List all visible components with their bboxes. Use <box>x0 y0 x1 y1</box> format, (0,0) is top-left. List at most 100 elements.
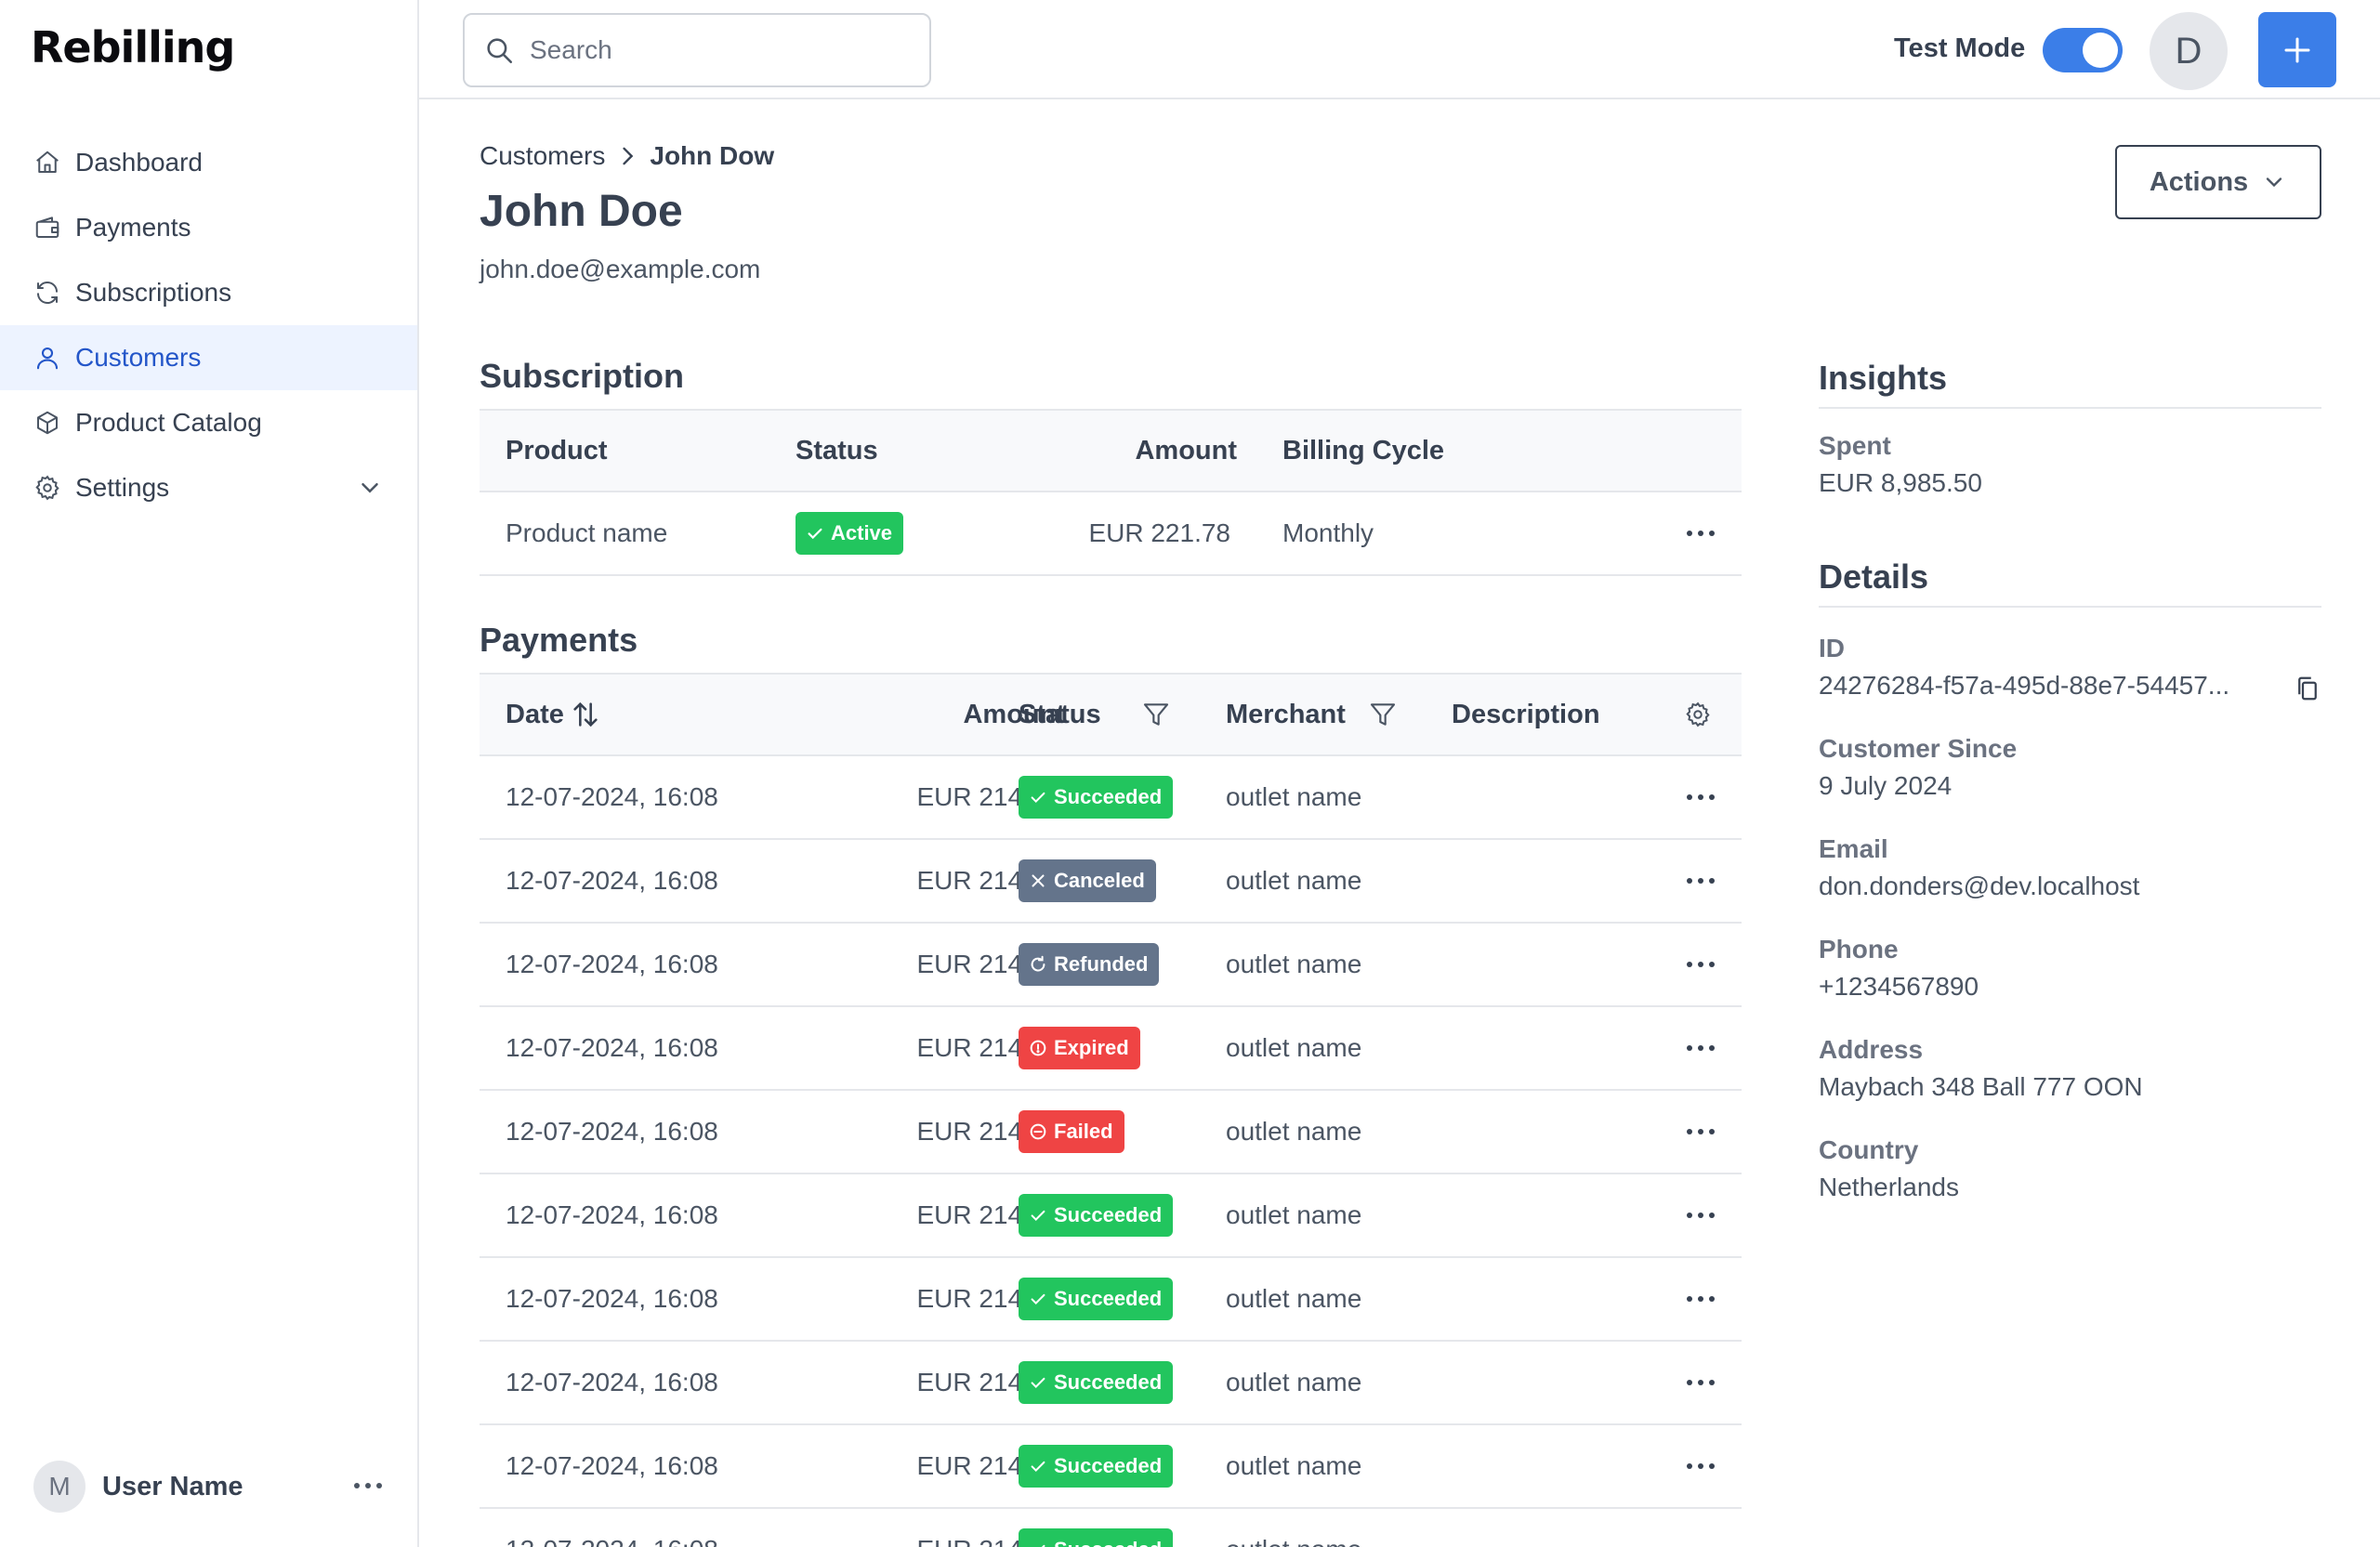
product-name: Product name <box>506 518 668 547</box>
row-menu[interactable] <box>1682 1342 1719 1423</box>
row-menu[interactable] <box>1682 924 1719 1005</box>
details-panel: Details ID 24276284-f57a-495d-88e7-54457… <box>1819 557 2321 1208</box>
add-button[interactable] <box>2258 12 2336 87</box>
row-menu[interactable] <box>1682 1007 1719 1089</box>
detail-label: Address <box>1819 1035 1924 1064</box>
more-icon[interactable] <box>1682 1369 1719 1396</box>
more-icon[interactable] <box>349 1472 387 1500</box>
more-icon[interactable] <box>1682 1034 1719 1062</box>
insights-panel: Insights Spent EUR 8,985.50 <box>1819 359 2321 498</box>
status-badge: Succeeded <box>1019 1445 1174 1488</box>
row-menu[interactable] <box>1682 492 1719 574</box>
payment-date: 12-07-2024, 16:08 <box>506 1200 718 1229</box>
check-icon <box>1031 1461 1045 1473</box>
user-icon <box>33 343 62 373</box>
toggle-knob <box>2083 33 2118 68</box>
more-icon[interactable] <box>1682 1452 1719 1480</box>
more-icon[interactable] <box>1682 1201 1719 1229</box>
payment-date: 12-07-2024, 16:08 <box>506 950 718 978</box>
payment-date: 12-07-2024, 16:08 <box>506 1509 718 1547</box>
detail-value: +1234567890 <box>1819 972 1979 1001</box>
status-label: Active <box>831 521 893 544</box>
sidebar-item-settings[interactable]: Settings <box>0 455 417 520</box>
detail-country: Country Netherlands <box>1819 1135 2321 1202</box>
table-row[interactable]: 12-07-2024, 16:08 EUR 214.00 Expired outlet… <box>480 1007 1742 1091</box>
column-settings[interactable] <box>1684 675 1712 754</box>
sidebar-item-customers[interactable]: Customers <box>0 325 417 390</box>
row-menu[interactable] <box>1682 1509 1719 1547</box>
chevron-down-icon[interactable] <box>356 474 384 502</box>
row-menu[interactable] <box>1682 1258 1719 1340</box>
payment-amount: EUR 214.00 <box>916 1033 1059 1062</box>
status-cell: Expired <box>1019 1007 1140 1089</box>
sidebar-item-label: Subscriptions <box>75 278 232 307</box>
x-icon <box>1032 874 1045 887</box>
row-menu[interactable] <box>1682 840 1719 922</box>
detail-email: Email don.donders@dev.localhost <box>1819 834 2321 901</box>
status-label: Succeeded <box>1054 1203 1163 1226</box>
payment-amount: EUR 214.00 <box>916 1451 1059 1480</box>
sidebar-item-dashboard[interactable]: Dashboard <box>0 130 417 195</box>
col-date[interactable]: Date <box>506 675 601 754</box>
status-badge: Succeeded <box>1019 776 1174 819</box>
sidebar-item-product-catalog[interactable]: Product Catalog <box>0 390 417 455</box>
more-icon[interactable] <box>1682 1536 1719 1547</box>
search-input[interactable] <box>530 35 920 65</box>
row-menu[interactable] <box>1682 1425 1719 1507</box>
table-row[interactable]: 12-07-2024, 16:08 EUR 214.00 Refunded outle… <box>480 924 1742 1007</box>
col-status: Status <box>796 435 878 465</box>
status-badge: Active <box>796 512 904 555</box>
table-row[interactable]: 12-07-2024, 16:08 EUR 214.00 Canceled outle… <box>480 840 1742 924</box>
more-icon[interactable] <box>1682 867 1719 895</box>
actions-button[interactable]: Actions <box>2115 145 2321 219</box>
merchant-filter[interactable] <box>1368 675 1398 754</box>
minus-circle-icon <box>1030 1123 1046 1140</box>
search-box[interactable] <box>463 13 931 87</box>
test-mode-toggle[interactable] <box>2043 28 2123 72</box>
filter-icon[interactable] <box>1141 700 1171 729</box>
top-bar: Test Mode D <box>419 0 2380 99</box>
sidebar: Rebilling Dashboard Payments Subscriptio… <box>0 0 419 1547</box>
more-icon[interactable] <box>1682 1285 1719 1313</box>
sidebar-item-label: Settings <box>75 473 170 502</box>
sidebar-item-subscriptions[interactable]: Subscriptions <box>0 260 417 325</box>
col-description: Description <box>1452 699 1600 729</box>
sort-icon[interactable] <box>570 699 601 730</box>
row-menu[interactable] <box>1682 1174 1719 1256</box>
filter-icon[interactable] <box>1368 700 1398 729</box>
more-icon[interactable] <box>1682 783 1719 811</box>
more-icon[interactable] <box>1682 950 1719 978</box>
merchant-name: outlet name <box>1226 1451 1362 1480</box>
more-icon[interactable] <box>1682 519 1719 547</box>
status-filter[interactable] <box>1141 675 1171 754</box>
status-badge: Refunded <box>1019 943 1160 986</box>
status-cell: Succeeded <box>1019 1174 1174 1256</box>
status-label: Succeeded <box>1054 1287 1163 1310</box>
account-avatar[interactable]: D <box>2150 12 2228 90</box>
breadcrumb-customers-link[interactable]: Customers <box>480 141 606 170</box>
gear-icon <box>33 473 62 503</box>
user-menu[interactable]: M User Name <box>33 1461 387 1513</box>
table-row[interactable]: Product name Active EUR 221.78 Monthly <box>480 492 1742 576</box>
table-row[interactable]: 12-07-2024, 16:08 EUR 214.00 Failed outlet … <box>480 1091 1742 1174</box>
status-label: Canceled <box>1054 869 1145 892</box>
row-menu[interactable] <box>1682 756 1719 838</box>
merchant-name: outlet name <box>1226 782 1362 811</box>
copy-icon[interactable] <box>2294 675 2321 702</box>
payment-amount: EUR 214.00 <box>916 866 1059 895</box>
merchant-name: outlet name <box>1226 866 1362 895</box>
payment-amount: EUR 214.00 <box>916 782 1059 811</box>
sidebar-item-payments[interactable]: Payments <box>0 195 417 260</box>
row-menu[interactable] <box>1682 1091 1719 1173</box>
more-icon[interactable] <box>1682 1118 1719 1146</box>
status-label: Failed <box>1054 1120 1113 1143</box>
detail-address: Address Maybach 348 Ball 777 OON <box>1819 1035 2321 1102</box>
gear-icon[interactable] <box>1684 701 1712 728</box>
